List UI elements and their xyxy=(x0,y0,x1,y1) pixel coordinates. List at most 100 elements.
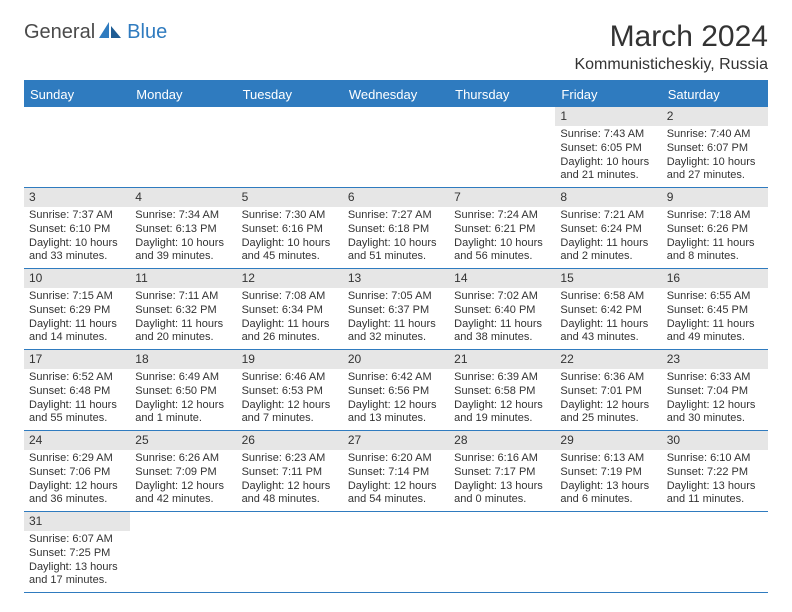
day-info-line: and 21 minutes. xyxy=(560,169,656,183)
day-info: Sunrise: 7:24 AMSunset: 6:21 PMDaylight:… xyxy=(454,209,550,264)
calendar-body: 1Sunrise: 7:43 AMSunset: 6:05 PMDaylight… xyxy=(24,107,768,593)
weekday-label: Tuesday xyxy=(237,82,343,107)
day-info-line: Sunrise: 6:46 AM xyxy=(242,371,338,385)
calendar-row: 17Sunrise: 6:52 AMSunset: 6:48 PMDayligh… xyxy=(24,350,768,431)
day-info-line: Daylight: 10 hours xyxy=(560,156,656,170)
calendar-day-cell: 13Sunrise: 7:05 AMSunset: 6:37 PMDayligh… xyxy=(343,269,449,349)
calendar-empty-cell xyxy=(662,512,768,592)
day-info-line: Daylight: 11 hours xyxy=(560,237,656,251)
day-number: 20 xyxy=(343,350,449,369)
day-info-line: and 51 minutes. xyxy=(348,250,444,264)
weekday-label: Friday xyxy=(555,82,661,107)
day-info-line: Daylight: 13 hours xyxy=(560,480,656,494)
day-info-line: Daylight: 12 hours xyxy=(242,399,338,413)
day-info-line: Sunset: 7:14 PM xyxy=(348,466,444,480)
day-info-line: Sunrise: 6:20 AM xyxy=(348,452,444,466)
day-info-line: Daylight: 11 hours xyxy=(348,318,444,332)
calendar-day-cell: 23 Sunrise: 6:33 AMSunset: 7:04 PMDayligh… xyxy=(662,350,768,430)
day-info-line: Daylight: 11 hours xyxy=(454,318,550,332)
day-number: 28 xyxy=(449,431,555,450)
day-number: 23 xyxy=(662,350,768,369)
day-info-line: Daylight: 10 hours xyxy=(667,156,763,170)
day-number: 26 xyxy=(237,431,343,450)
day-info: Sunrise: 6:26 AMSunset: 7:09 PMDaylight:… xyxy=(135,452,231,507)
calendar-empty-cell xyxy=(237,107,343,187)
day-info: Sunrise: 7:05 AMSunset: 6:37 PMDaylight:… xyxy=(348,290,444,345)
calendar-empty-cell xyxy=(555,512,661,592)
day-number: 14 xyxy=(449,269,555,288)
day-number: 21 xyxy=(449,350,555,369)
day-number: 19 xyxy=(237,350,343,369)
logo: General Blue xyxy=(24,20,167,45)
calendar-header-row: Sunday Monday Tuesday Wednesday Thursday… xyxy=(24,82,768,107)
logo-text-1: General xyxy=(24,21,95,44)
calendar-day-cell: 27Sunrise: 6:20 AMSunset: 7:14 PMDayligh… xyxy=(343,431,449,511)
logo-text-2: Blue xyxy=(127,21,167,44)
day-info-line: Daylight: 10 hours xyxy=(242,237,338,251)
day-info-line: and 20 minutes. xyxy=(135,331,231,345)
day-info-line: Sunset: 6:45 PM xyxy=(667,304,763,318)
calendar-day-cell: 24Sunrise: 6:29 AMSunset: 7:06 PMDayligh… xyxy=(24,431,130,511)
calendar-empty-cell xyxy=(343,512,449,592)
day-info-line: Daylight: 12 hours xyxy=(667,399,763,413)
day-info-line: Daylight: 12 hours xyxy=(560,399,656,413)
day-info: Sunrise: 7:34 AMSunset: 6:13 PMDaylight:… xyxy=(135,209,231,264)
day-info: Sunrise: 7:21 AMSunset: 6:24 PMDaylight:… xyxy=(560,209,656,264)
calendar-empty-cell xyxy=(130,512,236,592)
day-info-line: Sunrise: 7:34 AM xyxy=(135,209,231,223)
day-info-line: and 17 minutes. xyxy=(29,574,125,588)
day-info-line: Sunrise: 6:39 AM xyxy=(454,371,550,385)
day-info: Sunrise: 6:33 AMSunset: 7:04 PMDaylight:… xyxy=(667,371,763,426)
calendar-day-cell: 1Sunrise: 7:43 AMSunset: 6:05 PMDaylight… xyxy=(555,107,661,187)
day-info-line: Sunset: 6:56 PM xyxy=(348,385,444,399)
day-info-line: and 32 minutes. xyxy=(348,331,444,345)
day-info: Sunrise: 6:07 AMSunset: 7:25 PMDaylight:… xyxy=(29,533,125,588)
day-info-line: and 56 minutes. xyxy=(454,250,550,264)
weekday-label: Saturday xyxy=(662,82,768,107)
day-info: Sunrise: 6:46 AMSunset: 6:53 PMDaylight:… xyxy=(242,371,338,426)
calendar-row: 24Sunrise: 6:29 AMSunset: 7:06 PMDayligh… xyxy=(24,431,768,512)
day-info-line: Sunset: 6:37 PM xyxy=(348,304,444,318)
day-info-line: Sunrise: 6:52 AM xyxy=(29,371,125,385)
day-info-line: Daylight: 11 hours xyxy=(29,399,125,413)
day-info-line: Sunset: 7:17 PM xyxy=(454,466,550,480)
day-info-line: Sunset: 6:58 PM xyxy=(454,385,550,399)
day-info-line: Sunset: 7:22 PM xyxy=(667,466,763,480)
day-number: 24 xyxy=(24,431,130,450)
logo-sail-icon xyxy=(99,20,125,45)
day-info-line: and 19 minutes. xyxy=(454,412,550,426)
day-info: Sunrise: 6:42 AMSunset: 6:56 PMDaylight:… xyxy=(348,371,444,426)
day-info-line: Sunrise: 6:29 AM xyxy=(29,452,125,466)
header: General Blue March 2024 Kommunisticheski… xyxy=(24,20,768,74)
day-info-line: Sunset: 6:32 PM xyxy=(135,304,231,318)
day-info-line: Sunrise: 6:33 AM xyxy=(667,371,763,385)
day-info: Sunrise: 6:55 AMSunset: 6:45 PMDaylight:… xyxy=(667,290,763,345)
day-info: Sunrise: 7:43 AMSunset: 6:05 PMDaylight:… xyxy=(560,128,656,183)
calendar-row: 3Sunrise: 7:37 AMSunset: 6:10 PMDaylight… xyxy=(24,188,768,269)
calendar-empty-cell xyxy=(449,107,555,187)
day-info-line: Sunset: 6:26 PM xyxy=(667,223,763,237)
calendar-day-cell: 4Sunrise: 7:34 AMSunset: 6:13 PMDaylight… xyxy=(130,188,236,268)
day-number: 16 xyxy=(662,269,768,288)
day-info-line: and 30 minutes. xyxy=(667,412,763,426)
day-info: Sunrise: 6:58 AMSunset: 6:42 PMDaylight:… xyxy=(560,290,656,345)
day-info-line: and 36 minutes. xyxy=(29,493,125,507)
calendar-day-cell: 3Sunrise: 7:37 AMSunset: 6:10 PMDaylight… xyxy=(24,188,130,268)
calendar-day-cell: 2Sunrise: 7:40 AMSunset: 6:07 PMDaylight… xyxy=(662,107,768,187)
day-info-line: Sunset: 6:18 PM xyxy=(348,223,444,237)
day-number: 18 xyxy=(130,350,236,369)
day-info-line: Daylight: 10 hours xyxy=(135,237,231,251)
day-info-line: Sunrise: 6:16 AM xyxy=(454,452,550,466)
day-info-line: Daylight: 10 hours xyxy=(454,237,550,251)
day-info-line: Sunset: 7:04 PM xyxy=(667,385,763,399)
day-info: Sunrise: 6:39 AMSunset: 6:58 PMDaylight:… xyxy=(454,371,550,426)
calendar-row: 10Sunrise: 7:15 AMSunset: 6:29 PMDayligh… xyxy=(24,269,768,350)
day-info-line: and 42 minutes. xyxy=(135,493,231,507)
calendar-day-cell: 14Sunrise: 7:02 AMSunset: 6:40 PMDayligh… xyxy=(449,269,555,349)
day-info-line: Sunrise: 7:18 AM xyxy=(667,209,763,223)
day-info-line: Sunrise: 7:11 AM xyxy=(135,290,231,304)
day-info-line: Sunset: 6:07 PM xyxy=(667,142,763,156)
day-info-line: Sunrise: 6:26 AM xyxy=(135,452,231,466)
weekday-label: Monday xyxy=(130,82,236,107)
day-info-line: Sunrise: 7:02 AM xyxy=(454,290,550,304)
